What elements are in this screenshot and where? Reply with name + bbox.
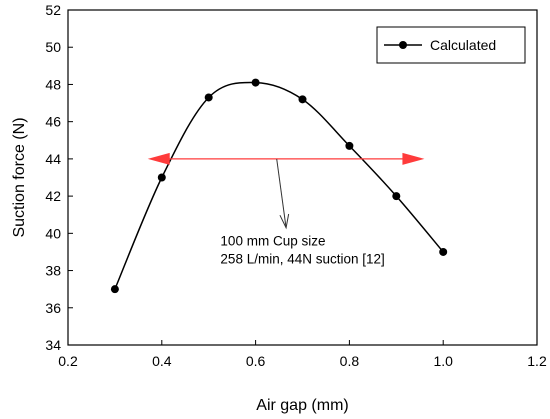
x-axis-ticks: 0.2 0.4 0.6 0.8 1.0 1.2	[58, 340, 547, 369]
y-tick-label: 36	[45, 300, 61, 316]
x-tick-label: 0.8	[340, 353, 360, 369]
legend-box	[376, 26, 526, 64]
y-tick-label: 38	[45, 263, 61, 279]
data-point	[157, 173, 166, 182]
annotation-layer	[147, 152, 425, 230]
data-point	[251, 78, 260, 87]
y-axis-ticks: 34 36 38 40 42 44 46 48 50 52	[45, 2, 73, 353]
y-tick-label: 42	[45, 188, 61, 204]
x-tick-label: 1.2	[527, 353, 547, 369]
data-point	[298, 95, 307, 104]
pointer-arrow-line	[276, 158, 287, 228]
x-axis-title: Air gap (mm)	[256, 397, 348, 414]
x-tick-label: 1.0	[433, 353, 453, 369]
legend	[376, 26, 526, 64]
y-axis-title: Suction force (N)	[11, 117, 28, 237]
y-tick-label: 52	[45, 2, 61, 18]
x-tick-label: 0.2	[58, 353, 78, 369]
range-arrow-head-left	[147, 152, 170, 165]
y-tick-label: 50	[45, 39, 61, 55]
y-tick-label: 34	[45, 337, 61, 353]
data-point	[345, 141, 354, 150]
x-tick-label: 0.4	[152, 353, 172, 369]
legend-marker	[399, 41, 407, 49]
plot-border	[67, 9, 538, 346]
annotation-text-line-1: 100 mm Cup size	[220, 233, 325, 248]
data-point	[204, 93, 213, 102]
y-tick-label: 44	[45, 151, 61, 167]
plot-frame	[67, 9, 538, 346]
pointer-arrow-head	[279, 213, 290, 230]
data-point	[439, 247, 448, 256]
y-tick-label: 40	[45, 225, 61, 241]
annotation-text-line-2: 258 L/min, 44N suction [12]	[220, 251, 384, 266]
range-arrow-head-right	[402, 152, 425, 165]
series-points-layer	[110, 78, 448, 294]
x-tick-label: 0.6	[246, 353, 266, 369]
y-tick-label: 46	[45, 114, 61, 130]
legend-label: Calculated	[430, 37, 496, 53]
data-point	[110, 285, 119, 294]
data-point	[392, 192, 401, 201]
y-tick-label: 48	[45, 76, 61, 92]
